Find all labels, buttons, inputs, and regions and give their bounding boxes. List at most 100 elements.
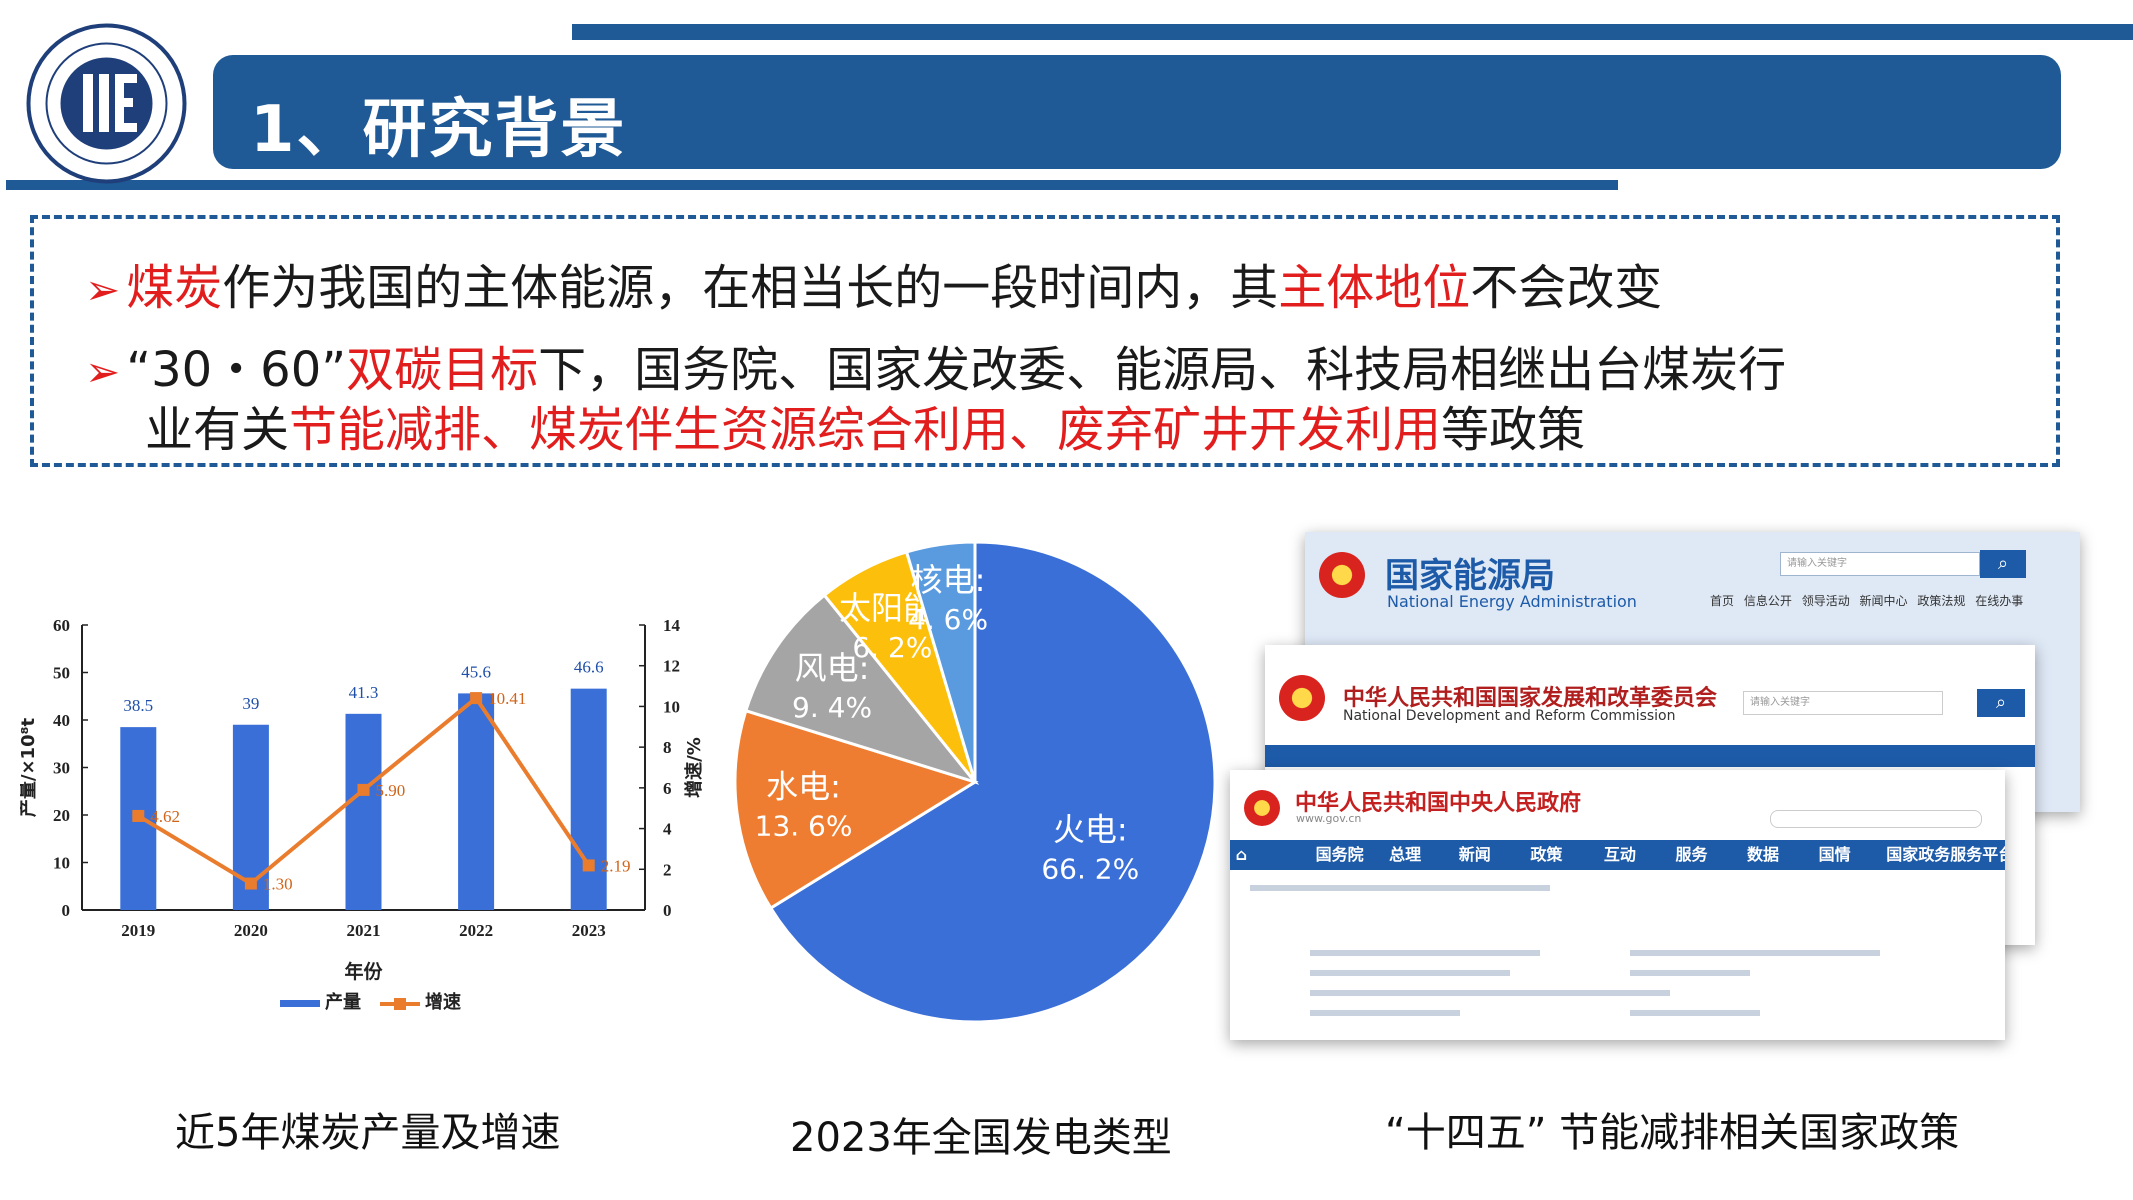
bar [345, 713, 382, 910]
y2-tick-label: 6 [663, 779, 672, 798]
x-axis-label: 年份 [344, 960, 383, 983]
gov-nav-item[interactable]: 服务 [1675, 845, 1708, 864]
document-meta-row [1310, 950, 1540, 956]
nea-nav-item[interactable]: 新闻中心 [1859, 594, 1908, 608]
growth-data-label: 1.30 [263, 875, 293, 894]
document-meta-row [1310, 1010, 1460, 1016]
bar-data-label: 41.3 [349, 683, 379, 702]
bullet-line-2: ➢ “30・60”双碳目标下，国务院、国家发改委、能源局、科技局相继出台煤炭行 [85, 330, 1786, 400]
y-tick-label: 0 [62, 901, 71, 920]
y-tick-label: 20 [53, 806, 70, 825]
nea-nav-item[interactable]: 信息公开 [1743, 594, 1792, 608]
gov-nav-item[interactable]: 数据 [1747, 845, 1780, 864]
bullet-1-tail: 不会改变 [1470, 260, 1663, 316]
ndrc-nav-bar [1265, 745, 2035, 767]
bullet-line-1: ➢ 煤炭作为我国的主体能源，在相当长的一段时间内，其主体地位不会改变 [85, 248, 1662, 318]
ndrc-search-input[interactable]: 请输入关键字 [1743, 691, 1943, 715]
growth-data-label: 5.90 [376, 781, 406, 800]
y-tick-label: 40 [53, 711, 70, 730]
breadcrumb [1250, 885, 1550, 891]
pie-slice-name-label: 核电: [911, 561, 986, 599]
growth-point [132, 809, 145, 822]
search-icon[interactable]: ⌕ [1977, 689, 2025, 717]
gov-nav-item[interactable]: 国家政务服务平台 [1886, 845, 2005, 864]
y2-tick-label: 14 [663, 616, 681, 635]
gov-nav-item[interactable]: 互动 [1603, 845, 1636, 864]
pie-slice [733, 708, 979, 911]
search-icon[interactable]: ⌕ [1980, 550, 2026, 578]
nea-site-title: 国家能源局 [1385, 556, 1555, 596]
growth-data-label: 2.19 [601, 856, 631, 875]
bullet-1-highlight-status: 主体地位 [1278, 260, 1471, 316]
gov-nav-item[interactable]: 新闻 [1458, 845, 1491, 864]
document-meta-row [1630, 1010, 1760, 1016]
growth-point [244, 877, 257, 890]
bullet-2-highlight-target: 双碳目标 [346, 342, 539, 398]
y2-tick-label: 12 [663, 657, 680, 676]
nea-nav-item[interactable]: 首页 [1710, 594, 1735, 608]
bar-data-label: 38.5 [123, 696, 153, 715]
y-tick-label: 50 [53, 664, 70, 683]
bullet-2-lead: “30・60” [126, 342, 347, 398]
bullet-line-3: 业有关节能减排、煤炭伴生资源综合利用、废弃矿井开发利用等政策 [145, 390, 1585, 460]
gov-nav-item[interactable]: 政策 [1530, 845, 1563, 864]
bar [570, 688, 607, 910]
legend-label-line: 增速 [425, 991, 461, 1013]
growth-point [470, 692, 483, 705]
national-emblem-icon [1279, 675, 1325, 721]
coal-production-chart: 0 10 20 30 40 50 60 0 2 4 6 8 10 12 14 38.5 2019 39 2020 41… [20, 616, 705, 1013]
nea-nav: 首页 信息公开 领导活动 新闻中心 政策法规 在线办事 [1710, 592, 2023, 609]
pie-slice-value-label: 6. 2% [852, 631, 932, 664]
nea-nav-item[interactable]: 在线办事 [1975, 594, 2024, 608]
bullet-3-lead: 业有关 [145, 402, 290, 458]
growth-point [582, 859, 595, 872]
ndrc-site-subtitle: National Development and Reform Commissi… [1343, 708, 1676, 724]
university-logo [26, 23, 187, 184]
y-tick-label: 60 [53, 616, 70, 635]
header-top-stripe [572, 24, 2133, 40]
y-tick-label: 30 [53, 759, 70, 778]
bullet-1-highlight-coal: 煤炭 [126, 260, 223, 316]
bullet-3-tail: 等政策 [1441, 402, 1586, 458]
x-tick-label: 2020 [234, 921, 268, 940]
bullet-box [30, 215, 2060, 467]
gov-nav-item[interactable]: 国情 [1818, 845, 1851, 864]
nea-search-input[interactable]: 请输入关键字 [1780, 552, 1980, 576]
gov-site-title: 中华人民共和国中央人民政府 [1295, 791, 1582, 816]
caption-power-generation: 2023年全国发电类型 [790, 1115, 1172, 1161]
nea-nav-item[interactable]: 政策法规 [1917, 594, 1966, 608]
gov-website-screenshot: 中华人民共和国中央人民政府 www.gov.cn ⌂ 国务院 总理 新闻 政策 … [1230, 770, 2005, 1040]
y2-tick-label: 8 [663, 738, 672, 757]
ndrc-site-title: 中华人民共和国国家发展和改革委员会 [1343, 686, 1718, 711]
nea-site-subtitle: National Energy Administration [1387, 592, 1637, 611]
y-tick-label: 10 [53, 854, 70, 873]
pie-slice-value-label: 9. 4% [792, 691, 872, 724]
y-axis-label: 产量/×10⁸t [20, 718, 39, 818]
pie-slice-name-label: 火电: [1053, 810, 1128, 848]
legend-swatch-marker [394, 998, 406, 1010]
bar-data-label: 45.6 [461, 662, 491, 681]
pie-slice-value-label: 66. 2% [1041, 852, 1139, 885]
caption-coal-production: 近5年煤炭产量及增速 [175, 1110, 561, 1156]
x-tick-label: 2021 [347, 921, 381, 940]
gov-nav-item[interactable]: 总理 [1389, 845, 1422, 864]
caption-policies: “十四五” 节能减排相关国家政策 [1385, 1110, 1960, 1156]
header-bottom-stripe [6, 180, 1618, 190]
pie-slice-name-label: 风电: [795, 649, 870, 687]
gov-search-input[interactable] [1770, 810, 1982, 828]
nea-nav-item[interactable]: 领导活动 [1801, 594, 1850, 608]
page-title: 1、研究背景 [250, 93, 627, 167]
bar [458, 693, 495, 910]
growth-data-label: 4.62 [150, 807, 180, 826]
x-tick-label: 2019 [121, 921, 155, 940]
x-tick-label: 2022 [459, 921, 493, 940]
home-icon[interactable]: ⌂ [1230, 845, 1248, 864]
x-tick-label: 2023 [572, 921, 606, 940]
bullet-3-highlight-policies: 节能减排、煤炭伴生资源综合利用、废弃矿井开发利用 [289, 402, 1442, 458]
growth-data-label: 10.41 [488, 689, 526, 708]
gov-nav-item[interactable]: 国务院 [1315, 845, 1364, 864]
document-meta-row [1310, 970, 1510, 976]
y2-tick-label: 2 [663, 860, 672, 879]
arrow-bullet-icon: ➢ [85, 265, 121, 314]
y2-axis-label: 增速/% [683, 737, 705, 798]
